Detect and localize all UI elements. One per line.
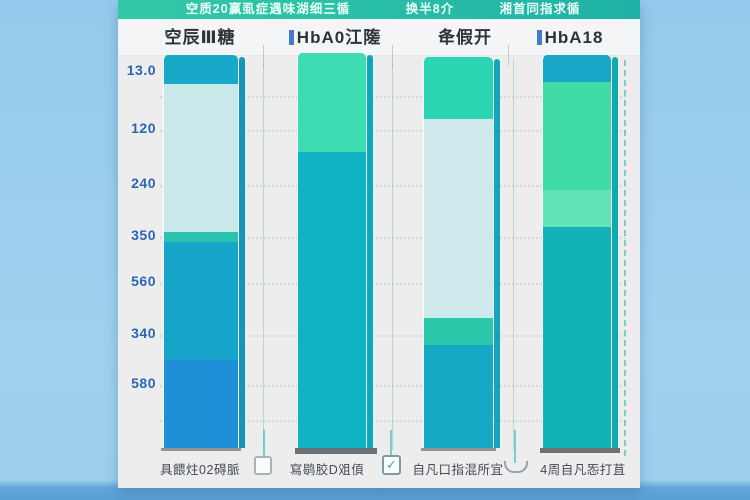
y-axis-label: 240 bbox=[131, 175, 156, 191]
column-header-label: HbA18 bbox=[544, 28, 604, 47]
y-axis-label: 340 bbox=[131, 325, 156, 341]
bar-segment bbox=[164, 55, 238, 85]
bar-segment bbox=[298, 152, 366, 448]
bar-segment bbox=[543, 55, 611, 83]
footer-connector-line bbox=[390, 430, 392, 457]
footer-connector-line bbox=[263, 430, 265, 462]
column-header-fasting: 空辰Ⅲ糖 bbox=[150, 25, 250, 51]
gridline bbox=[160, 335, 626, 337]
bar-edge-stripe bbox=[239, 57, 245, 448]
column-separator-line bbox=[513, 58, 514, 450]
column-header-divider bbox=[392, 45, 393, 67]
bar-segment bbox=[543, 227, 611, 448]
bar-segment bbox=[543, 190, 611, 228]
y-axis-label: 560 bbox=[131, 273, 156, 289]
bar-edge-stripe bbox=[494, 59, 500, 448]
bar-edge-stripe bbox=[367, 55, 373, 448]
y-axis-label: 13.0 bbox=[126, 62, 156, 78]
gridline bbox=[160, 385, 626, 387]
bar-baseline bbox=[295, 448, 377, 454]
bar-segment bbox=[298, 53, 366, 153]
tick-mark-icon bbox=[288, 30, 294, 45]
column-header-label: HbA0江隓 bbox=[296, 28, 382, 47]
y-axis-label: 580 bbox=[131, 375, 156, 391]
column-header-divider bbox=[263, 45, 264, 67]
y-axis-label: 120 bbox=[131, 120, 156, 136]
bar-baseline bbox=[161, 448, 241, 451]
x-axis-label: 具餵炷02碍脈 bbox=[160, 463, 240, 477]
column-header-third: 夅假开 bbox=[415, 25, 515, 51]
bar-segment bbox=[424, 318, 493, 346]
bar-segment bbox=[424, 57, 493, 120]
stacked-bar-hba18 bbox=[542, 55, 611, 448]
column-separator-line bbox=[392, 58, 393, 450]
checkbox-checked[interactable]: ✓ bbox=[382, 455, 401, 475]
gridline bbox=[160, 130, 626, 132]
x-axis-label: 自凡口指混所宜 bbox=[412, 463, 504, 477]
gridline bbox=[160, 237, 626, 239]
column-separator-line bbox=[263, 58, 264, 450]
column-header-hba18: HbA18 bbox=[520, 25, 620, 51]
bracket-connector-icon bbox=[504, 461, 528, 473]
bar-segment bbox=[164, 231, 238, 243]
x-axis-label: 4周自凡㤅打苴 bbox=[540, 463, 626, 477]
column-header-label: 空辰Ⅲ糖 bbox=[164, 28, 236, 47]
column-header-hba0: HbA0江隓 bbox=[275, 25, 395, 51]
title-mid: 换半8介 bbox=[405, 2, 455, 16]
stacked-bar-third bbox=[423, 57, 493, 448]
dashed-axis-line bbox=[624, 60, 626, 456]
column-header-label: 夅假开 bbox=[438, 28, 492, 47]
title-right: 湘首同指求循 bbox=[499, 2, 581, 16]
column-header-row: 空辰Ⅲ糖 HbA0江隓 夅假开 HbA18 bbox=[118, 19, 640, 67]
bar-baseline bbox=[421, 448, 496, 451]
bar-segment bbox=[543, 82, 611, 191]
footer-connector-line bbox=[514, 430, 516, 463]
bar-segment bbox=[164, 359, 238, 448]
title-bar: 空质20赢虱症遇味湖细三循 换半8介 湘首同指求循 bbox=[118, 0, 640, 19]
bar-segment bbox=[424, 345, 493, 448]
y-axis-label: 350 bbox=[131, 227, 156, 243]
bar-edge-stripe bbox=[612, 57, 618, 448]
chart-panel: 空质20赢虱症遇味湖细三循 换半8介 湘首同指求循 空辰Ⅲ糖 HbA0江隓 夅假… bbox=[118, 0, 640, 488]
stacked-bar-hba0 bbox=[297, 53, 366, 448]
gridline bbox=[160, 420, 626, 422]
stacked-bar-fasting bbox=[163, 55, 238, 448]
gridline bbox=[160, 96, 626, 98]
gridline bbox=[160, 283, 626, 285]
column-header-divider bbox=[508, 45, 509, 67]
tick-mark-icon bbox=[536, 30, 542, 45]
bar-segment bbox=[164, 84, 238, 232]
title-left: 空质20赢虱症遇味湖细三循 bbox=[185, 2, 351, 16]
bar-baseline bbox=[540, 448, 620, 453]
x-axis-label: 寫鹖㬵D㸖㑯 bbox=[289, 463, 365, 477]
checkbox-unchecked[interactable] bbox=[254, 456, 272, 475]
bar-segment bbox=[164, 242, 238, 360]
bar-segment bbox=[424, 119, 493, 319]
gridline bbox=[160, 185, 626, 187]
